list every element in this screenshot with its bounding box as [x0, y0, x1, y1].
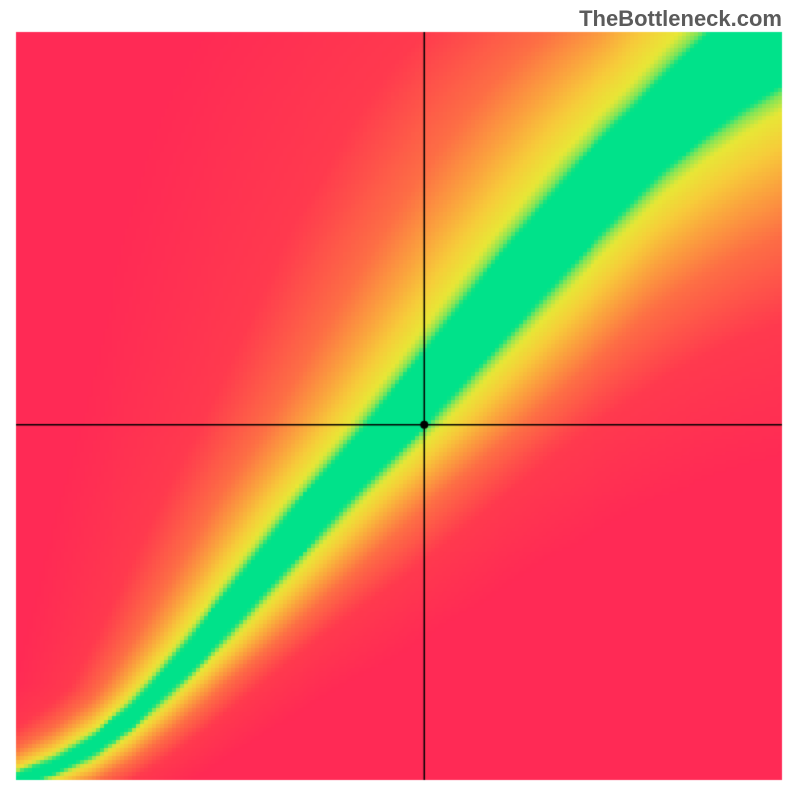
watermark-text: TheBottleneck.com: [579, 6, 782, 32]
chart-container: TheBottleneck.com: [0, 0, 800, 800]
bottleneck-heatmap: [0, 0, 800, 800]
